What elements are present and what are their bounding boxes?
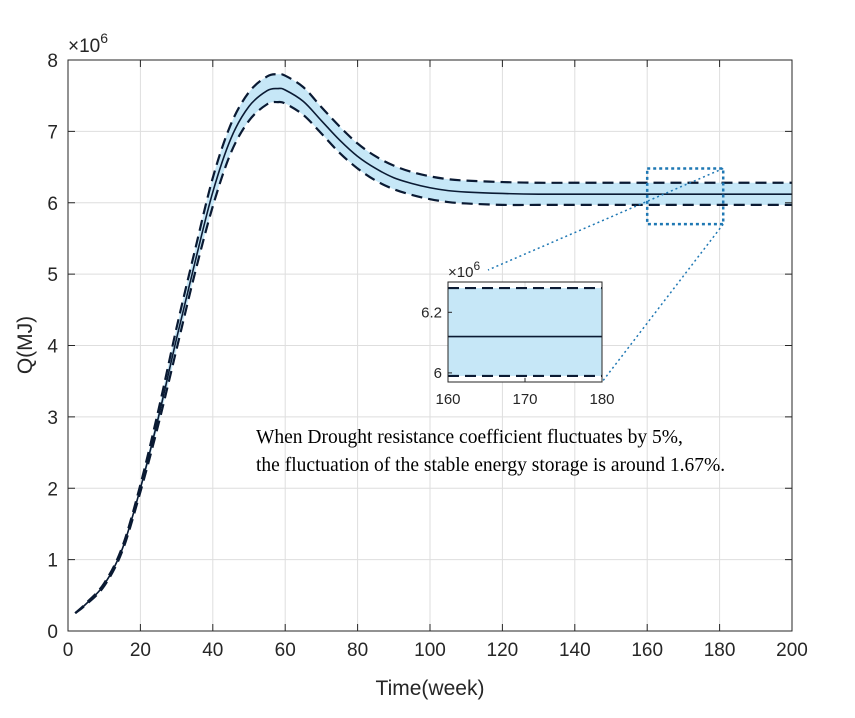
x-tick-label: 180 (704, 640, 736, 661)
mean-line (74, 87, 792, 614)
inset-y-tick-label: 6 (434, 365, 442, 382)
x-tick-label: 0 (63, 640, 74, 661)
zoom-connector-line (601, 223, 724, 383)
x-tick-label: 20 (130, 640, 151, 661)
axis-tick-labels: 0 20 40 60 80 100 120 140 160 180 200 0 1 2 3 4 5 6 7 8 (47, 51, 807, 661)
inset-y-multiplier: ×106 (448, 259, 480, 281)
y-axis-label: Q(MJ) (14, 316, 37, 374)
y-tick-label: 0 (47, 622, 58, 643)
inset-plot: 160 170 180 6 6.2 ×106 (421, 259, 614, 408)
upper-bound-line (74, 73, 792, 614)
confidence-band (75, 74, 793, 614)
y-multiplier: ×106 (68, 30, 108, 57)
y-tick-label: 4 (47, 337, 58, 358)
y-tick-label: 1 (47, 551, 58, 572)
annotation-line-1: When Drought resistance coefficient fluc… (256, 427, 683, 448)
x-axis-label: Time(week) (376, 677, 485, 700)
x-tick-label: 160 (631, 640, 663, 661)
inset-x-tick-label: 170 (512, 391, 537, 408)
x-tick-label: 140 (559, 640, 591, 661)
inset-frame (447, 281, 603, 383)
y-tick-label: 3 (47, 408, 58, 429)
inset-x-tick-label: 180 (589, 391, 614, 408)
inset-x-tick-label: 160 (435, 391, 460, 408)
y-tick-label: 8 (47, 51, 58, 72)
y-tick-label: 5 (47, 265, 58, 286)
x-tick-label: 100 (414, 640, 446, 661)
x-tick-label: 60 (275, 640, 296, 661)
inset-y-tick-label: 6.2 (421, 304, 442, 321)
x-tick-label: 120 (487, 640, 519, 661)
y-tick-label: 7 (47, 122, 58, 143)
x-tick-label: 40 (202, 640, 223, 661)
y-tick-label: 6 (47, 194, 58, 215)
zoom-box (645, 167, 725, 226)
y-tick-label: 2 (47, 479, 58, 500)
x-tick-label: 80 (347, 640, 368, 661)
inset-confidence-band (448, 288, 602, 376)
annotation-line-2: the fluctuation of the stable energy sto… (256, 455, 725, 476)
axis-ticks (67, 59, 793, 632)
lower-bound-line (74, 100, 792, 615)
x-tick-label: 200 (776, 640, 808, 661)
